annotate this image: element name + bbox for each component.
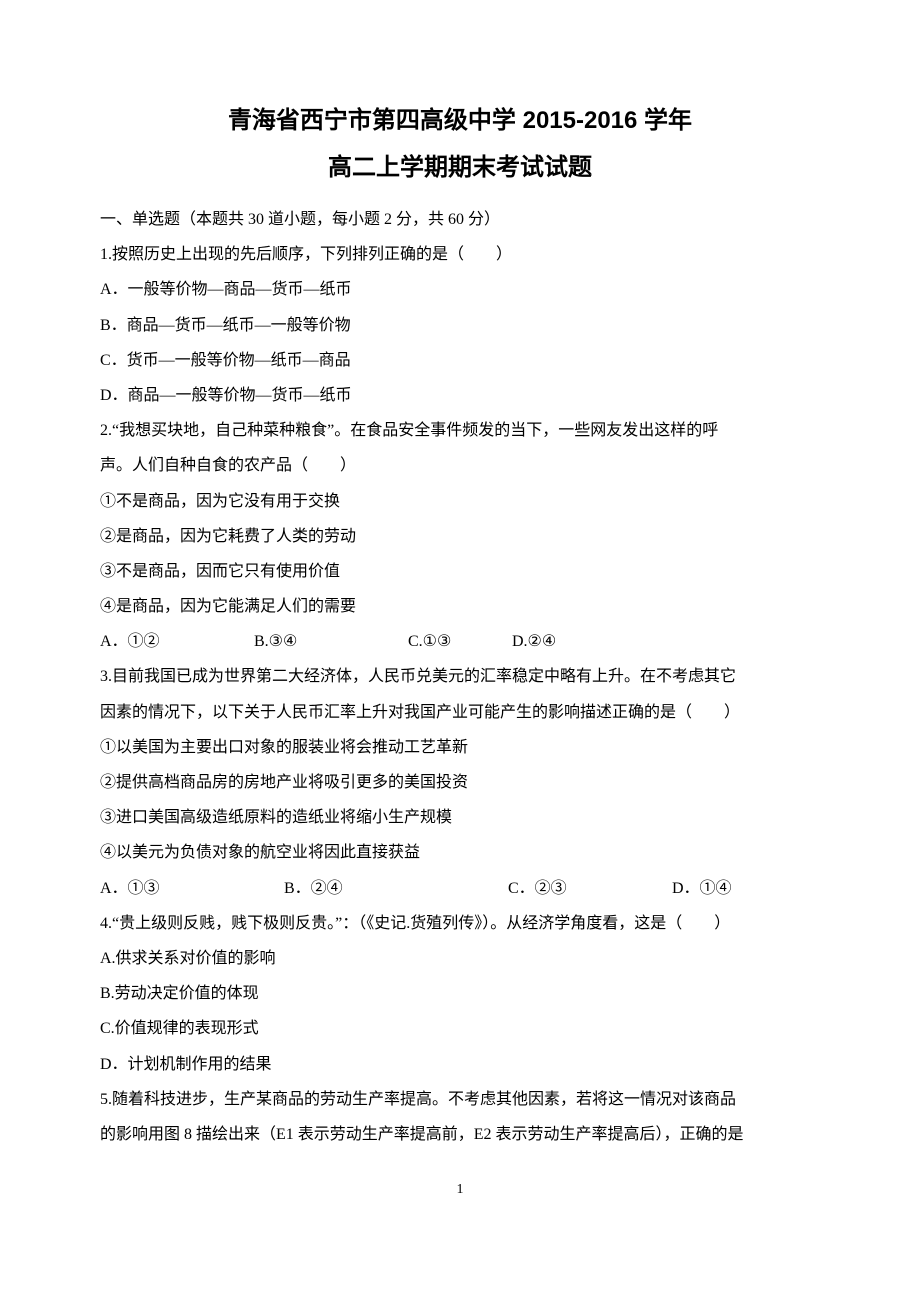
q2-s3: ③不是商品，因而它只有使用价值 bbox=[100, 554, 820, 589]
page-number: 1 bbox=[100, 1182, 820, 1198]
q2-s1: ①不是商品，因为它没有用于交换 bbox=[100, 484, 820, 519]
q4-optA: A.供求关系对价值的影响 bbox=[100, 941, 820, 976]
q4-optD: D．计划机制作用的结果 bbox=[100, 1047, 820, 1082]
q1-optD: D．商品—一般等价物—货币—纸币 bbox=[100, 378, 820, 413]
q2-s4: ④是商品，因为它能满足人们的需要 bbox=[100, 589, 820, 624]
q3-optA: A．①③ bbox=[100, 871, 280, 906]
q2-s2: ②是商品，因为它耗费了人类的劳动 bbox=[100, 519, 820, 554]
q1-stem: 1.按照历史上出现的先后顺序，下列排列正确的是（ ） bbox=[100, 237, 820, 272]
q1-optC: C．货币—一般等价物—纸币—商品 bbox=[100, 343, 820, 378]
q3-optC: C．②③ bbox=[508, 871, 668, 906]
section-header: 一、单选题（本题共 30 道小题，每小题 2 分，共 60 分） bbox=[100, 202, 820, 237]
q3-s1: ①以美国为主要出口对象的服装业将会推动工艺革新 bbox=[100, 730, 820, 765]
q3-s2: ②提供高档商品房的房地产业将吸引更多的美国投资 bbox=[100, 765, 820, 800]
q1-optA: A．一般等价物—商品—货币—纸币 bbox=[100, 272, 820, 307]
document-page: 青海省西宁市第四高级中学 2015-2016 学年 高二上学期期末考试试题 一、… bbox=[0, 0, 920, 1238]
title-line2: 高二上学期期末考试试题 bbox=[100, 147, 820, 182]
q4-optC: C.价值规律的表现形式 bbox=[100, 1011, 820, 1046]
q3-stem1: 3.目前我国已成为世界第二大经济体，人民币兑美元的汇率稳定中略有上升。在不考虑其… bbox=[100, 659, 820, 694]
q5-stem2: 的影响用图 8 描绘出来（E1 表示劳动生产率提高前，E2 表示劳动生产率提高后… bbox=[100, 1117, 820, 1152]
q3-options-row: A．①③ B．②④ C．②③ D．①④ bbox=[100, 871, 820, 906]
q3-optD: D．①④ bbox=[672, 871, 732, 906]
q4-stem: 4.“贵上级则反贱，贱下极则反贵。”：（《史记.货殖列传》）。从经济学角度看，这… bbox=[100, 906, 820, 941]
q2-optB: B.③④ bbox=[254, 624, 404, 659]
q2-stem2: 声。人们自种自食的农产品（ ） bbox=[100, 448, 820, 483]
q2-stem1: 2.“我想买块地，自己种菜种粮食”。在食品安全事件频发的当下，一些网友发出这样的… bbox=[100, 413, 820, 448]
q2-optD: D.②④ bbox=[512, 624, 556, 659]
q1-optB: B．商品—货币—纸币—一般等价物 bbox=[100, 308, 820, 343]
q2-options-row: A．①② B.③④ C.①③ D.②④ bbox=[100, 624, 820, 659]
q3-stem2: 因素的情况下，以下关于人民币汇率上升对我国产业可能产生的影响描述正确的是（ ） bbox=[100, 695, 820, 730]
q2-optC: C.①③ bbox=[408, 624, 508, 659]
q2-optA: A．①② bbox=[100, 624, 250, 659]
q3-s3: ③进口美国高级造纸原料的造纸业将缩小生产规模 bbox=[100, 800, 820, 835]
q3-optB: B．②④ bbox=[284, 871, 504, 906]
q4-optB: B.劳动决定价值的体现 bbox=[100, 976, 820, 1011]
q5-stem1: 5.随着科技进步，生产某商品的劳动生产率提高。不考虑其他因素，若将这一情况对该商… bbox=[100, 1082, 820, 1117]
q3-s4: ④以美元为负债对象的航空业将因此直接获益 bbox=[100, 835, 820, 870]
title-line1: 青海省西宁市第四高级中学 2015-2016 学年 bbox=[100, 100, 820, 135]
